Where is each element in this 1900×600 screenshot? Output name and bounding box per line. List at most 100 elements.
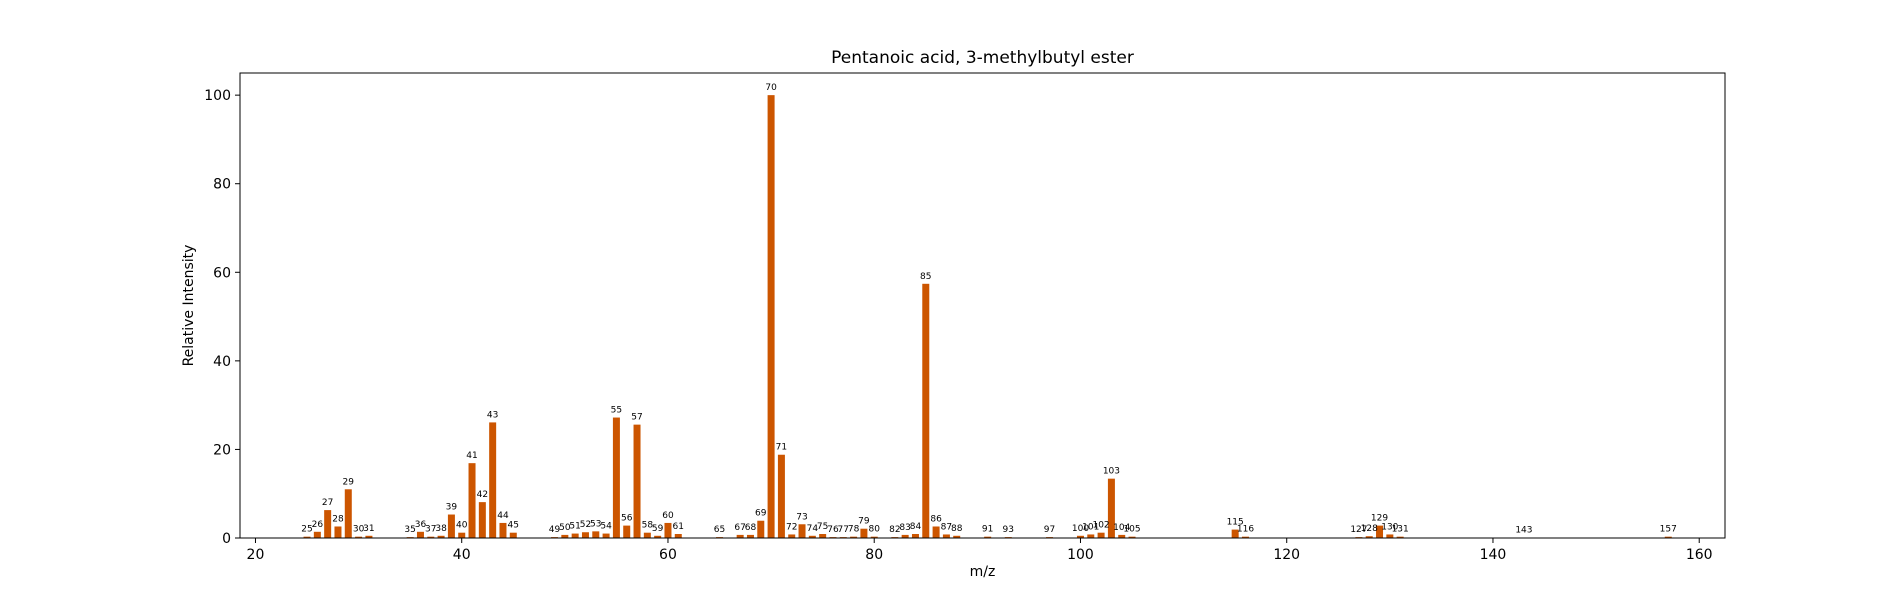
peak-bar-91 bbox=[984, 536, 992, 538]
peak-bar-128 bbox=[1365, 536, 1373, 538]
peak-bar-42 bbox=[478, 502, 486, 538]
peak-label-67: 67 bbox=[734, 523, 745, 533]
peak-bar-130 bbox=[1386, 534, 1394, 538]
peak-label-71: 71 bbox=[776, 443, 787, 453]
peak-label-25: 25 bbox=[301, 525, 312, 535]
peak-label-75: 75 bbox=[817, 522, 828, 532]
y-tick-label: 0 bbox=[222, 531, 231, 547]
peak-label-157: 157 bbox=[1660, 525, 1677, 535]
x-tick-label: 20 bbox=[247, 547, 265, 563]
peak-label-76: 76 bbox=[827, 525, 839, 535]
peak-label-80: 80 bbox=[868, 525, 880, 535]
peak-bar-79 bbox=[860, 528, 868, 538]
y-tick-label: 40 bbox=[213, 354, 231, 370]
peak-label-88: 88 bbox=[951, 524, 963, 534]
peak-label-28: 28 bbox=[332, 514, 344, 524]
peak-bar-58 bbox=[643, 532, 651, 538]
bar-layer bbox=[303, 95, 1672, 538]
peak-label-38: 38 bbox=[435, 524, 447, 534]
peak-label-129: 129 bbox=[1371, 514, 1388, 524]
peak-label-143: 143 bbox=[1515, 526, 1532, 536]
peak-label-101: 101 bbox=[1082, 522, 1099, 532]
x-tick-label: 160 bbox=[1686, 547, 1713, 563]
peak-label-30: 30 bbox=[353, 525, 365, 535]
peak-label-115: 115 bbox=[1227, 518, 1244, 528]
peak-bar-41 bbox=[468, 463, 476, 538]
peak-bar-51 bbox=[571, 533, 579, 538]
peak-label-58: 58 bbox=[642, 521, 654, 531]
peak-label-49: 49 bbox=[549, 525, 561, 535]
peak-label-54: 54 bbox=[600, 522, 612, 532]
peak-label-70: 70 bbox=[765, 83, 777, 93]
peak-bar-78 bbox=[850, 536, 858, 538]
peak-bar-40 bbox=[458, 532, 466, 538]
peak-bar-53 bbox=[592, 531, 600, 538]
peak-label-36: 36 bbox=[415, 520, 427, 530]
peak-label-43: 43 bbox=[487, 410, 498, 420]
peak-label-45: 45 bbox=[508, 521, 519, 531]
peak-label-50: 50 bbox=[559, 523, 571, 533]
y-tick-label: 80 bbox=[213, 177, 231, 193]
peak-bar-83 bbox=[901, 534, 909, 538]
peak-bar-115 bbox=[1231, 529, 1239, 538]
peak-label-41: 41 bbox=[466, 451, 477, 461]
x-tick-label: 120 bbox=[1273, 547, 1300, 563]
peak-bar-37 bbox=[427, 536, 435, 538]
y-tick-label: 60 bbox=[213, 265, 231, 281]
peak-label-40: 40 bbox=[456, 521, 468, 531]
x-tick-label: 100 bbox=[1067, 547, 1094, 563]
peak-label-27: 27 bbox=[322, 498, 333, 508]
peak-label-65: 65 bbox=[714, 525, 725, 535]
peak-label-26: 26 bbox=[312, 520, 324, 530]
peak-bar-55 bbox=[612, 417, 620, 538]
peak-label-85: 85 bbox=[920, 272, 931, 282]
peak-label-102: 102 bbox=[1092, 521, 1109, 531]
peak-label-51: 51 bbox=[569, 522, 580, 532]
peak-bar-73 bbox=[798, 524, 806, 538]
peak-bar-45 bbox=[509, 532, 517, 538]
peak-bar-44 bbox=[499, 522, 507, 538]
peak-label-72: 72 bbox=[786, 522, 797, 532]
peak-label-83: 83 bbox=[899, 523, 910, 533]
peak-label-127: 127 bbox=[1350, 525, 1367, 535]
peak-bar-60 bbox=[664, 522, 672, 538]
peak-bar-59 bbox=[654, 535, 662, 538]
peak-bar-29 bbox=[344, 489, 352, 538]
peak-bar-70 bbox=[767, 95, 775, 538]
peak-label-73: 73 bbox=[796, 512, 807, 522]
peak-label-52: 52 bbox=[580, 520, 591, 530]
x-tick-label: 80 bbox=[865, 547, 883, 563]
peak-bar-57 bbox=[633, 424, 641, 538]
peak-label-56: 56 bbox=[621, 514, 633, 524]
peak-bar-157 bbox=[1664, 536, 1672, 538]
peak-label-68: 68 bbox=[745, 523, 757, 533]
x-tick-label: 40 bbox=[453, 547, 471, 563]
peak-label-82: 82 bbox=[889, 525, 900, 535]
peak-bar-129 bbox=[1376, 525, 1384, 538]
peak-bar-50 bbox=[561, 534, 569, 538]
peak-label-61: 61 bbox=[673, 522, 684, 532]
peak-bar-43 bbox=[489, 422, 497, 538]
peak-label-69: 69 bbox=[755, 509, 767, 519]
x-tick-label: 60 bbox=[659, 547, 677, 563]
peak-bar-100 bbox=[1076, 535, 1084, 538]
peak-label-84: 84 bbox=[910, 522, 922, 532]
peak-bar-67 bbox=[736, 534, 744, 538]
y-tick-label: 20 bbox=[213, 442, 231, 458]
peak-bar-28 bbox=[334, 526, 342, 538]
peak-bar-31 bbox=[365, 535, 373, 538]
peak-bar-71 bbox=[777, 454, 785, 538]
peak-label-97: 97 bbox=[1044, 525, 1055, 535]
peak-bar-30 bbox=[355, 536, 363, 538]
x-axis-ticks: 20 40 60 80 100 120 140 160 bbox=[247, 538, 1713, 563]
peak-label-37: 37 bbox=[425, 525, 436, 535]
peak-label-78: 78 bbox=[848, 525, 860, 535]
chart-title: Pentanoic acid, 3-methylbutyl ester bbox=[831, 48, 1134, 68]
x-tick-label: 140 bbox=[1480, 547, 1507, 563]
peak-label-128: 128 bbox=[1361, 524, 1378, 534]
peak-bar-39 bbox=[447, 514, 455, 538]
peak-label-87: 87 bbox=[941, 522, 952, 532]
peak-label-39: 39 bbox=[446, 503, 458, 513]
